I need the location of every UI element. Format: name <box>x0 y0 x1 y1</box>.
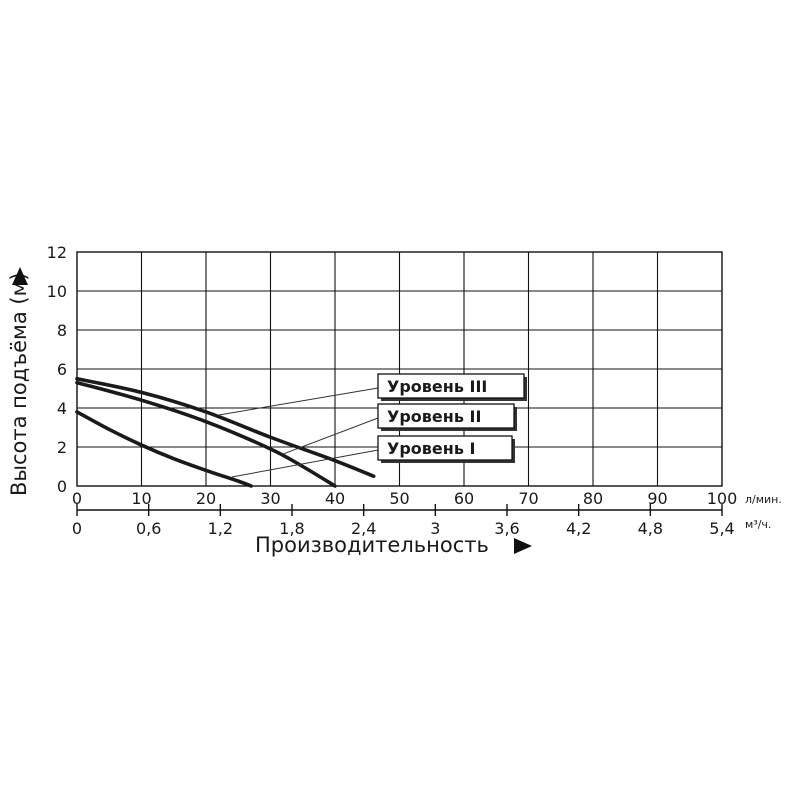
y-tick-label: 2 <box>57 438 67 457</box>
secondary-tick-label: 4,8 <box>638 519 663 538</box>
x-axis-title: Производительность <box>255 533 489 557</box>
x-tick-label: 70 <box>518 489 538 508</box>
y-tick-label: 0 <box>57 477 67 496</box>
y-axis-title: Высота подъёма (м) <box>7 272 31 496</box>
x-tick-label: 10 <box>131 489 151 508</box>
x-tick-label: 80 <box>583 489 603 508</box>
primary-unit-label: л/мин. <box>745 493 782 506</box>
secondary-tick-label: 3,6 <box>494 519 519 538</box>
chart-grid <box>76 251 723 516</box>
y-tick-label: 12 <box>47 243 67 262</box>
secondary-tick-label: 1,2 <box>208 519 233 538</box>
secondary-tick-label: 5,4 <box>709 519 734 538</box>
y-axis-arrow-icon <box>12 267 28 285</box>
secondary-tick-label: 0 <box>72 519 82 538</box>
x-tick-label: 40 <box>325 489 345 508</box>
secondary-tick-label: 1,8 <box>279 519 304 538</box>
legend-label: Уровень II <box>387 407 481 426</box>
x-tick-label: 90 <box>647 489 667 508</box>
x-tick-label: 50 <box>389 489 409 508</box>
legend-leader-line <box>218 387 379 416</box>
legend-leader-lines <box>218 387 379 478</box>
legend-box <box>377 403 515 429</box>
secondary-tick-label: 0,6 <box>136 519 161 538</box>
y-tick-label: 8 <box>57 321 67 340</box>
x-tick-label: 0 <box>72 489 82 508</box>
x-axis-arrow-icon <box>514 538 532 554</box>
x-tick-label: 30 <box>260 489 280 508</box>
series-curve-1 <box>75 410 253 488</box>
legend-leader-line <box>283 417 379 455</box>
x-tick-label: 20 <box>196 489 216 508</box>
y-tick-label: 10 <box>47 282 67 301</box>
secondary-unit-label: м³/ч. <box>745 518 771 531</box>
chart-legend: Уровень III Уровень II Уровень I <box>377 373 527 463</box>
secondary-tick-label: 4,2 <box>566 519 591 538</box>
series-curve-3 <box>75 376 376 479</box>
y-tick-label: 4 <box>57 399 67 418</box>
chart-curves <box>75 376 376 488</box>
legend-leader-line <box>231 449 379 478</box>
secondary-tick-label: 3 <box>430 519 440 538</box>
secondary-tick-label: 2,4 <box>351 519 376 538</box>
y-tick-label: 6 <box>57 360 67 379</box>
chart-labels: 0 10 20 30 40 50 60 70 80 90 100 0 2 4 6 8 10 12 0 0,6 1,2 1,… <box>7 243 782 557</box>
x-tick-label: 100 <box>707 489 738 508</box>
legend-label: Уровень I <box>387 439 475 458</box>
series-curve-2 <box>75 380 337 488</box>
legend-box <box>377 373 525 399</box>
x-tick-label: 60 <box>454 489 474 508</box>
legend-label: Уровень III <box>387 377 487 396</box>
legend-box <box>377 435 513 461</box>
